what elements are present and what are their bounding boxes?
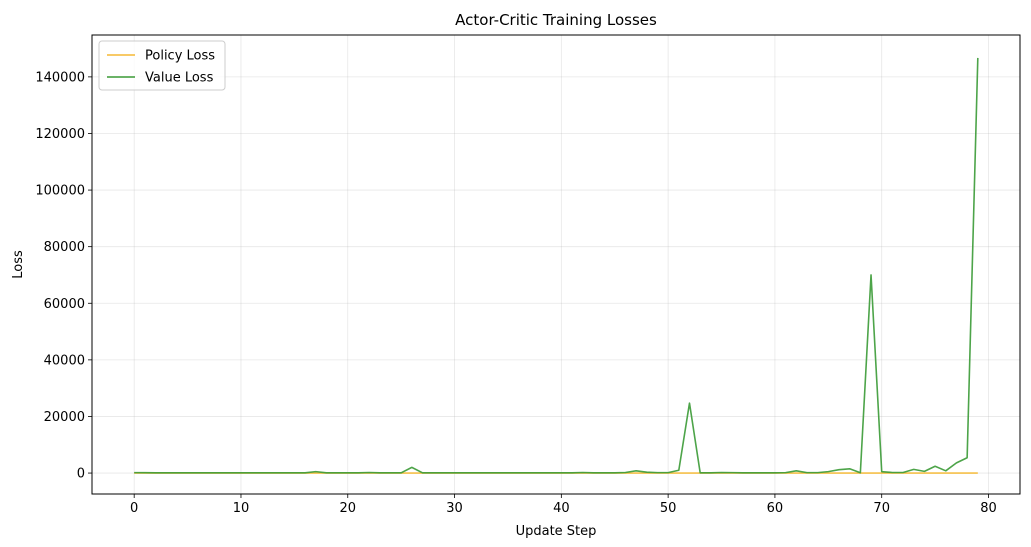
y-tick-label: 140000 [35,70,85,85]
x-axis-title: Update Step [516,524,597,539]
x-tick-label: 60 [767,501,784,516]
y-tick-label: 60000 [44,297,85,312]
y-tick-label: 20000 [44,410,85,425]
series-lines [134,57,979,474]
y-axis-title: Loss [11,250,26,279]
x-tick-label: 20 [339,501,356,516]
x-axis: 0 10 20 30 40 50 60 70 80 [130,494,997,516]
y-axis: 0 20000 40000 60000 80000 100000 120000 140000 [35,70,92,482]
x-tick-label: 80 [980,501,997,516]
x-tick-label: 10 [233,501,250,516]
x-tick-label: 0 [130,501,138,516]
legend: Policy Loss Value Loss [98,40,226,91]
series-line-value-loss [134,57,979,474]
y-tick-label: 100000 [35,184,85,199]
x-tick-label: 40 [553,501,570,516]
plot-frame [91,34,1021,495]
y-tick-label: 0 [77,467,85,482]
x-tick-label: 50 [660,501,677,516]
y-tick-label: 120000 [35,127,85,142]
y-tick-label: 80000 [44,240,85,255]
y-tick-label: 40000 [44,353,85,368]
legend-label: Value Loss [145,71,214,86]
chart-title: Actor-Critic Training Losses [455,11,657,29]
x-tick-label: 30 [446,501,463,516]
x-tick-label: 70 [873,501,890,516]
legend-label: Policy Loss [145,49,215,64]
